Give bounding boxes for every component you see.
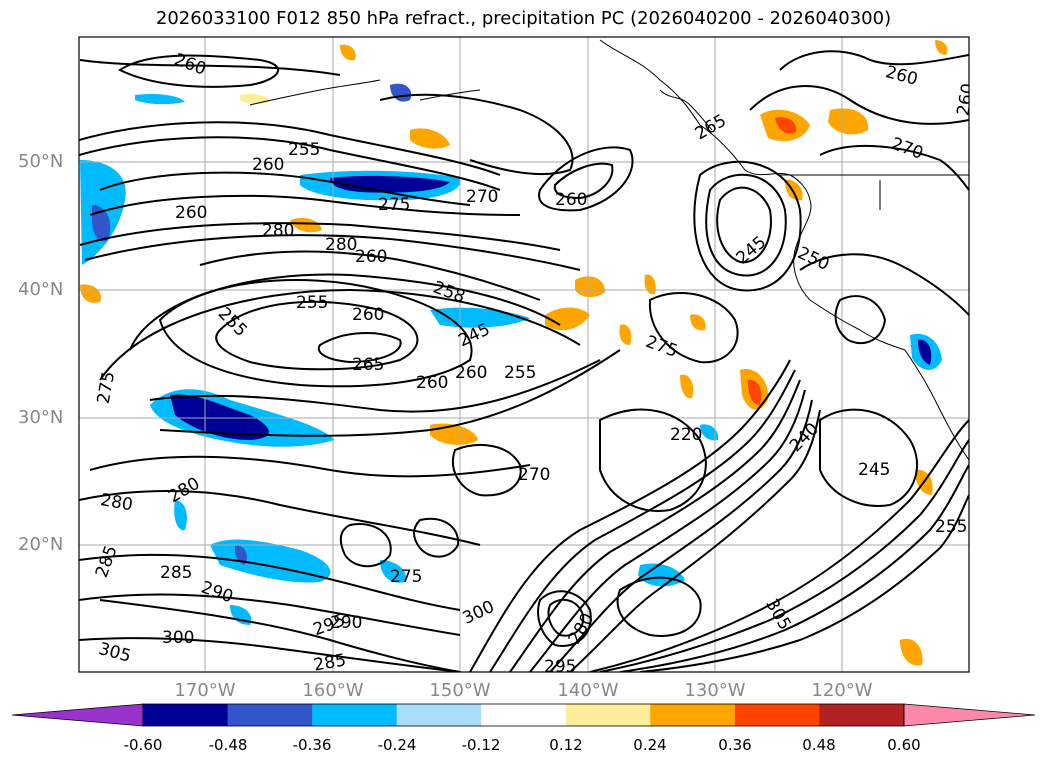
contour-label: 280 bbox=[262, 221, 294, 241]
contour-label: 260 bbox=[953, 82, 978, 117]
lon-label-170w: 170°W bbox=[174, 680, 236, 701]
contour-label: 255 bbox=[288, 140, 320, 160]
colorbar-tick: -0.60 bbox=[123, 736, 163, 754]
contour-label: 260 bbox=[355, 247, 387, 267]
colorbar-tick: 0.60 bbox=[887, 736, 921, 754]
contour-label: 280 bbox=[325, 235, 357, 255]
contour-lines bbox=[79, 50, 969, 672]
contour-label: 245 bbox=[858, 460, 890, 480]
contour-label: 270 bbox=[466, 187, 498, 207]
contour-label: 255 bbox=[296, 293, 328, 313]
contour-label: 295 bbox=[544, 657, 576, 677]
lat-label-20n: 20°N bbox=[18, 534, 64, 555]
contour-label: 260 bbox=[555, 190, 587, 210]
contour-label: 285 bbox=[160, 563, 192, 583]
colorbar-tick: -0.12 bbox=[461, 736, 501, 754]
lat-label-30n: 30°N bbox=[18, 407, 64, 428]
contour-label: 220 bbox=[670, 425, 702, 445]
colorbar-tick: 0.12 bbox=[549, 736, 583, 754]
colorbar-tick: 0.24 bbox=[633, 736, 667, 754]
contour-label: 285 bbox=[312, 650, 347, 675]
lon-label-150w: 150°W bbox=[429, 680, 491, 701]
contour-label: 260 bbox=[416, 373, 448, 393]
lon-label-120w: 120°W bbox=[811, 680, 873, 701]
lat-label-50n: 50°N bbox=[18, 151, 64, 172]
map-frame bbox=[78, 36, 970, 673]
contour-label: 300 bbox=[162, 628, 194, 648]
coastlines bbox=[249, 39, 969, 461]
lon-label-160w: 160°W bbox=[302, 680, 364, 701]
colorbar-tick: 0.36 bbox=[718, 736, 752, 754]
contour-label: 260 bbox=[175, 203, 207, 223]
contour-label: 260 bbox=[252, 155, 284, 175]
contour-label: 255 bbox=[504, 363, 536, 383]
colorbar-tick: -0.24 bbox=[377, 736, 417, 754]
colorbar-tick: 0.48 bbox=[802, 736, 836, 754]
contour-label: 275 bbox=[390, 567, 422, 587]
colorbar-tick: -0.36 bbox=[292, 736, 332, 754]
contour-label: 270 bbox=[518, 465, 550, 485]
lon-label-130w: 130°W bbox=[684, 680, 746, 701]
contour-label: 290 bbox=[330, 613, 362, 633]
colorbar-tick: -0.48 bbox=[208, 736, 248, 754]
contour-label: 265 bbox=[352, 355, 384, 375]
lon-label-140w: 140°W bbox=[557, 680, 619, 701]
map-title: 2026033100 F012 850 hPa refract., precip… bbox=[155, 8, 892, 29]
contour-label: 275 bbox=[378, 195, 410, 215]
lat-label-40n: 40°N bbox=[18, 279, 64, 300]
contour-label: 260 bbox=[455, 363, 487, 383]
contour-label: 255 bbox=[935, 517, 967, 537]
contour-label: 260 bbox=[352, 305, 384, 325]
graticule bbox=[79, 37, 969, 672]
